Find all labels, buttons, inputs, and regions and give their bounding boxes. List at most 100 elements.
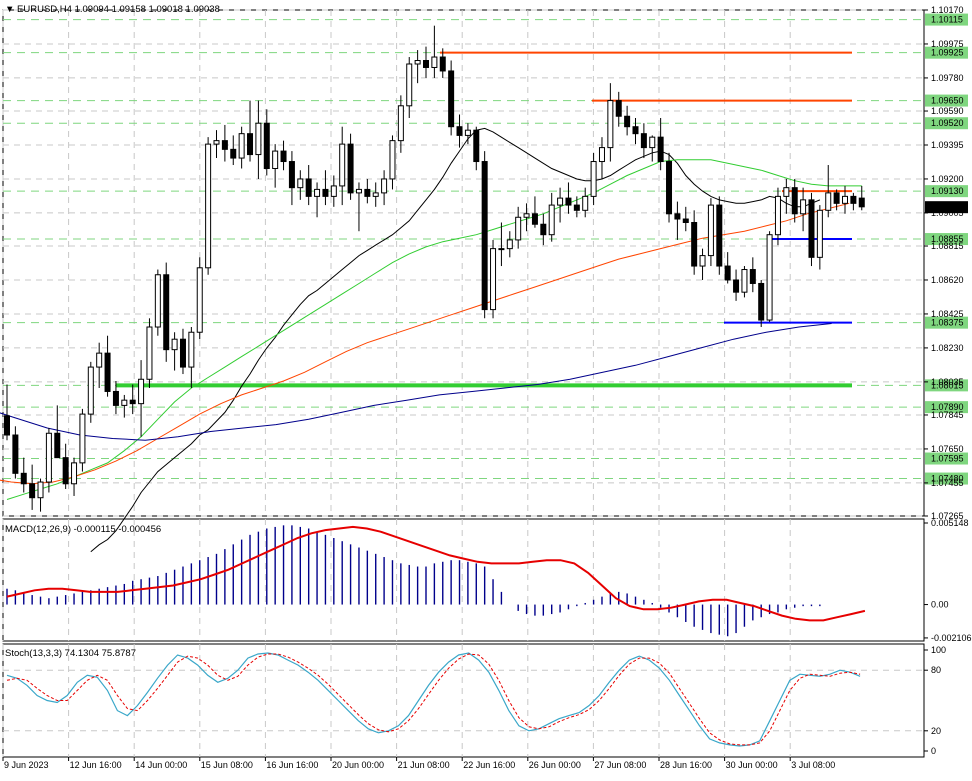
- candle[interactable]: [657, 117, 664, 171]
- candle[interactable]: [205, 137, 212, 275]
- candle[interactable]: [850, 192, 857, 211]
- candle[interactable]: [247, 100, 254, 162]
- candle[interactable]: [598, 137, 605, 179]
- candle[interactable]: [163, 262, 170, 362]
- candle[interactable]: [724, 252, 731, 284]
- candle[interactable]: [272, 144, 279, 188]
- candle[interactable]: [330, 175, 337, 207]
- candle[interactable]: [481, 151, 488, 319]
- candle[interactable]: [816, 205, 823, 270]
- candle[interactable]: [741, 266, 748, 298]
- candle[interactable]: [20, 457, 27, 493]
- candle[interactable]: [431, 25, 438, 78]
- candle[interactable]: [45, 428, 52, 493]
- candle[interactable]: [71, 457, 78, 496]
- candle[interactable]: [322, 170, 329, 206]
- candle[interactable]: [188, 327, 195, 388]
- candle[interactable]: [464, 123, 471, 145]
- candle[interactable]: [758, 279, 765, 328]
- candle[interactable]: [515, 206, 522, 249]
- candle[interactable]: [54, 405, 61, 459]
- candle[interactable]: [691, 210, 698, 275]
- candle[interactable]: [640, 123, 647, 159]
- candle[interactable]: [699, 248, 706, 280]
- candle[interactable]: [121, 394, 128, 418]
- candle[interactable]: [707, 198, 714, 267]
- candle[interactable]: [230, 135, 237, 166]
- candle[interactable]: [96, 342, 103, 388]
- candle[interactable]: [37, 478, 44, 512]
- candle[interactable]: [615, 91, 622, 127]
- candle[interactable]: [825, 165, 832, 218]
- candle[interactable]: [355, 182, 362, 232]
- candle[interactable]: [607, 83, 614, 162]
- candle[interactable]: [624, 105, 631, 136]
- candle[interactable]: [79, 408, 86, 472]
- candle[interactable]: [783, 178, 790, 214]
- candle[interactable]: [406, 57, 413, 118]
- candle[interactable]: [548, 192, 555, 242]
- candle[interactable]: [381, 170, 388, 206]
- candle[interactable]: [154, 269, 161, 336]
- candle[interactable]: [414, 50, 421, 84]
- candle[interactable]: [540, 213, 547, 246]
- candle[interactable]: [439, 48, 446, 78]
- candle[interactable]: [196, 257, 203, 340]
- candle[interactable]: [347, 133, 354, 200]
- candle[interactable]: [490, 239, 497, 319]
- candle[interactable]: [774, 187, 781, 246]
- dropdown-triangle-icon[interactable]: ▼: [5, 4, 15, 15]
- candle[interactable]: [288, 151, 295, 206]
- candle[interactable]: [423, 46, 429, 78]
- candle[interactable]: [682, 206, 689, 232]
- candle[interactable]: [557, 187, 564, 223]
- candle[interactable]: [339, 126, 346, 206]
- candle[interactable]: [573, 196, 580, 218]
- candle[interactable]: [716, 196, 723, 275]
- candle[interactable]: [649, 135, 656, 162]
- candle[interactable]: [87, 361, 94, 423]
- candle[interactable]: [858, 185, 865, 211]
- candle[interactable]: [255, 100, 262, 179]
- candle[interactable]: [389, 135, 396, 190]
- candle[interactable]: [791, 178, 798, 223]
- candle[interactable]: [297, 170, 304, 200]
- candle[interactable]: [138, 360, 145, 437]
- candle[interactable]: [62, 443, 69, 490]
- candle[interactable]: [456, 114, 463, 148]
- candle[interactable]: [833, 189, 840, 211]
- candle[interactable]: [733, 269, 740, 301]
- candle[interactable]: [213, 130, 220, 159]
- candle[interactable]: [590, 152, 597, 206]
- candle[interactable]: [582, 187, 589, 218]
- candle[interactable]: [314, 182, 321, 218]
- candle[interactable]: [238, 126, 245, 169]
- candle[interactable]: [531, 196, 538, 228]
- candle[interactable]: [221, 124, 228, 162]
- candle[interactable]: [29, 464, 36, 510]
- candle[interactable]: [842, 185, 848, 214]
- candle[interactable]: [506, 231, 513, 258]
- candle[interactable]: [632, 117, 639, 145]
- candle[interactable]: [129, 384, 136, 415]
- candle[interactable]: [800, 187, 807, 232]
- candle[interactable]: [179, 328, 186, 375]
- candle[interactable]: [766, 231, 773, 322]
- candle[interactable]: [397, 95, 404, 153]
- candle[interactable]: [4, 384, 10, 441]
- candle[interactable]: [104, 335, 111, 397]
- candle[interactable]: [263, 109, 270, 176]
- candle[interactable]: [146, 318, 153, 388]
- candle[interactable]: [448, 60, 455, 136]
- candle[interactable]: [171, 332, 178, 371]
- candle[interactable]: [808, 192, 815, 267]
- candle[interactable]: [473, 126, 480, 171]
- candle[interactable]: [112, 381, 119, 415]
- candle[interactable]: [372, 182, 379, 207]
- candle[interactable]: [674, 201, 681, 240]
- candle[interactable]: [364, 178, 371, 204]
- candle[interactable]: [305, 165, 312, 206]
- candle[interactable]: [565, 182, 572, 214]
